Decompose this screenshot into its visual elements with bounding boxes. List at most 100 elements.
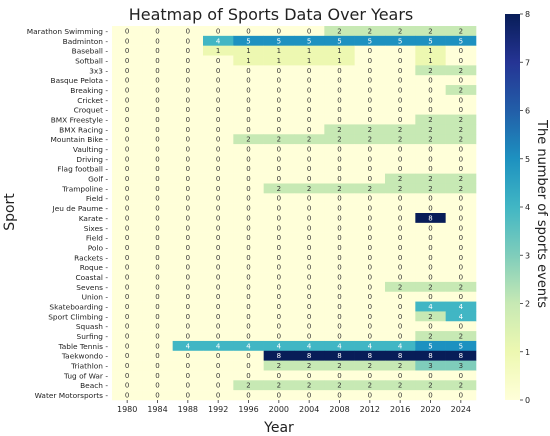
cell-value-label: 0 (216, 96, 220, 104)
cell-value-label: 0 (186, 303, 190, 311)
heatmap-cell (263, 163, 295, 174)
y-tick-label: Karate - (79, 214, 109, 223)
heatmap-cell (112, 281, 143, 293)
cell-value-label: 1 (246, 47, 250, 55)
cell-value-label: 0 (186, 313, 190, 321)
cell-value-label: 0 (337, 96, 341, 104)
cell-value-label: 0 (368, 372, 372, 380)
heatmap-cell (324, 370, 355, 381)
heatmap-cell (445, 85, 477, 96)
heatmap-cell (233, 26, 264, 37)
cell-value-label: 5 (428, 342, 432, 350)
heatmap-cell (445, 370, 477, 381)
heatmap-cell (385, 124, 416, 135)
cell-value-label: 0 (277, 372, 281, 380)
y-tick-label: Sixes - (84, 224, 109, 233)
heatmap-cell (233, 213, 264, 224)
cell-value-label: 0 (398, 323, 402, 331)
cell-value-label: 0 (428, 273, 432, 281)
heatmap-cell (324, 114, 355, 125)
heatmap-cell (354, 114, 386, 125)
heatmap-cell (172, 104, 204, 115)
cell-value-label: 0 (307, 77, 311, 85)
heatmap-cell (233, 301, 264, 312)
cell-value-label: 0 (216, 283, 220, 291)
cell-value-label: 0 (398, 244, 402, 252)
cell-value-label: 0 (337, 195, 341, 203)
heatmap-cell (294, 370, 325, 381)
heatmap-cell (142, 26, 173, 37)
cell-value-label: 0 (186, 214, 190, 222)
heatmap-cell (445, 272, 477, 283)
cell-value-label: 0 (307, 214, 311, 222)
heatmap-cell (294, 242, 325, 253)
heatmap-cell (415, 262, 446, 273)
heatmap-cell (354, 360, 386, 371)
heatmap-cell (294, 390, 325, 401)
heatmap-cell (263, 222, 295, 233)
heatmap-cell (112, 144, 143, 155)
heatmap-cell (354, 55, 386, 66)
cell-value-label: 0 (307, 86, 311, 94)
cell-value-label: 0 (398, 224, 402, 232)
heatmap-cell (203, 301, 234, 312)
heatmap-cell (445, 340, 477, 352)
cell-value-label: 0 (307, 126, 311, 134)
heatmap-cell (415, 242, 446, 253)
cell-value-label: 2 (428, 116, 432, 124)
cell-value-label: 0 (459, 47, 463, 55)
cell-value-label: 0 (155, 195, 159, 203)
cell-value-label: 0 (216, 175, 220, 183)
cell-value-label: 0 (246, 146, 250, 154)
heatmap-cell (445, 390, 477, 401)
heatmap-cell (203, 321, 234, 332)
cell-value-label: 0 (337, 323, 341, 331)
heatmap-cell (324, 340, 355, 352)
heatmap-cell (445, 94, 477, 106)
heatmap-cell (445, 321, 477, 332)
cell-value-label: 0 (155, 293, 159, 301)
heatmap-cell (112, 193, 143, 204)
heatmap-cell (415, 203, 446, 214)
heatmap-cell (415, 26, 446, 37)
heatmap-cell (263, 104, 295, 115)
cell-value-label: 0 (428, 77, 432, 85)
cell-value-label: 0 (216, 362, 220, 370)
heatmap-cell (203, 144, 234, 155)
heatmap-cell (415, 390, 446, 401)
cell-value-label: 0 (307, 205, 311, 213)
heatmap-cell (263, 232, 295, 243)
x-tick-label: 1980 (117, 405, 137, 414)
heatmap-cell (324, 390, 355, 401)
heatmap-cell (203, 65, 234, 76)
heatmap-cell (354, 104, 386, 115)
heatmap-cell (142, 232, 173, 243)
cell-value-label: 0 (216, 146, 220, 154)
heatmap-cell (354, 311, 386, 322)
cell-value-label: 8 (368, 352, 372, 360)
heatmap-cell (294, 183, 325, 194)
cell-value-label: 0 (125, 392, 129, 400)
heatmap-cell (415, 222, 446, 233)
cell-value-label: 0 (368, 67, 372, 75)
cell-value-label: 2 (337, 185, 341, 193)
heatmap-cell (233, 252, 264, 263)
heatmap-cell (445, 281, 477, 293)
cell-value-label: 1 (277, 47, 281, 55)
cell-value-label: 2 (398, 382, 402, 390)
cell-value-label: 0 (368, 214, 372, 222)
cell-value-label: 0 (307, 67, 311, 75)
heatmap-cell (263, 124, 295, 135)
cell-value-label: 0 (368, 273, 372, 281)
cell-value-label: 8 (398, 352, 402, 360)
heatmap-cell (203, 153, 234, 165)
heatmap-cell (112, 360, 143, 371)
cell-value-label: 0 (125, 116, 129, 124)
cell-value-label: 0 (186, 195, 190, 203)
heatmap-cell (324, 75, 355, 86)
heatmap-cell (385, 65, 416, 76)
cell-value-label: 2 (428, 126, 432, 134)
heatmap-cell (354, 390, 386, 401)
cell-value-label: 0 (307, 234, 311, 242)
cell-value-label: 0 (125, 313, 129, 321)
